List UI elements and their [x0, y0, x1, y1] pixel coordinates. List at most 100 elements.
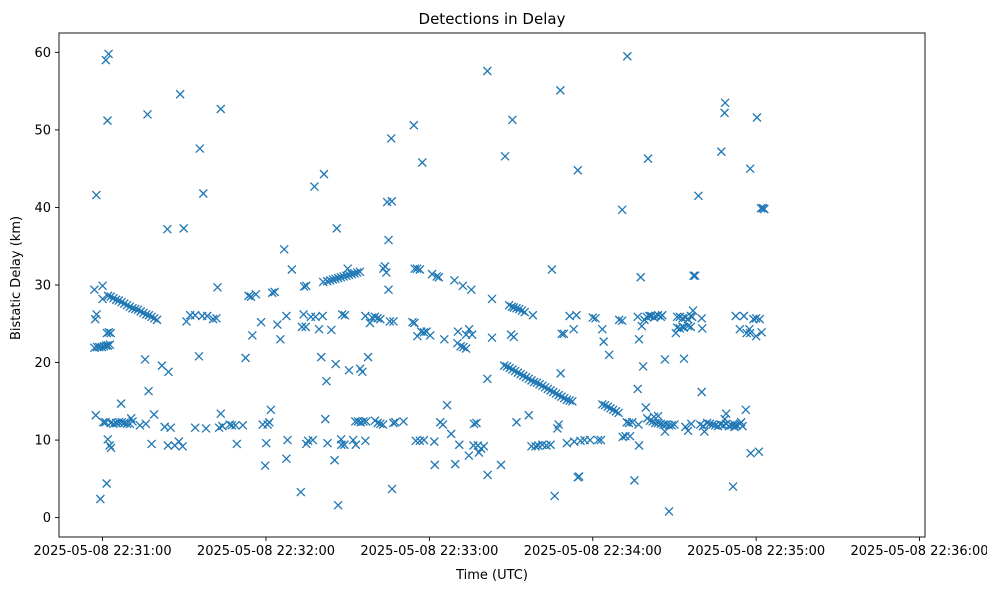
x-tick-label: 2025-05-08 22:34:00 [524, 544, 662, 559]
data-point [331, 359, 341, 369]
data-point [336, 272, 346, 282]
data-point [147, 312, 157, 322]
data-point [95, 494, 105, 504]
data-point [720, 98, 730, 108]
data-point [550, 491, 560, 501]
data-point [432, 272, 442, 281]
axes: 2025-05-08 22:31:00 2025-05-08 22:32:00 20… [34, 32, 987, 559]
data-point [634, 420, 643, 430]
data-point [272, 320, 282, 330]
data-point [629, 475, 639, 485]
data-point [690, 271, 700, 281]
data-point [513, 368, 523, 378]
data-point [143, 109, 152, 119]
data-point [321, 376, 331, 386]
data-point [653, 418, 663, 428]
data-point [469, 419, 479, 429]
data-point [617, 316, 627, 326]
data-point [365, 318, 375, 328]
data-point [679, 354, 689, 364]
data-point [487, 294, 497, 304]
data-point [745, 164, 755, 174]
data-point [591, 313, 600, 323]
data-point [472, 418, 481, 428]
data-point [339, 440, 349, 450]
data-point [267, 288, 277, 298]
data-point [101, 55, 111, 65]
data-point [555, 85, 565, 95]
data-point [116, 399, 126, 409]
data-point [543, 384, 553, 394]
data-point [466, 285, 476, 295]
data-point [597, 324, 607, 334]
data-point [412, 264, 422, 274]
data-point [348, 435, 358, 445]
data-point [755, 314, 765, 324]
data-point [128, 303, 137, 313]
data-point [190, 423, 200, 433]
data-point [111, 295, 121, 305]
data-point [266, 405, 276, 415]
data-point [409, 318, 419, 328]
data-point [384, 285, 393, 295]
data-point [507, 365, 517, 374]
data-point [320, 414, 330, 424]
x-tick-label: 2025-05-08 22:35:00 [687, 544, 825, 559]
data-point [429, 437, 439, 447]
data-point [373, 418, 383, 428]
data-point [720, 414, 730, 424]
data-point [614, 315, 624, 325]
data-point [599, 337, 609, 347]
data-point [600, 400, 610, 410]
chart-title: Detections in Delay [419, 10, 566, 28]
data-point [608, 405, 618, 415]
data-point [425, 330, 435, 340]
data-point [330, 274, 340, 284]
data-point [556, 368, 566, 378]
data-point [314, 324, 324, 334]
data-point [130, 304, 140, 314]
data-point [89, 285, 99, 295]
data-point [439, 334, 449, 344]
data-point [301, 281, 311, 291]
data-point [319, 169, 329, 179]
data-point [283, 435, 292, 445]
data-point [502, 361, 512, 371]
data-point [373, 313, 383, 323]
data-point [201, 423, 211, 433]
data-point [622, 51, 632, 61]
data-point [756, 203, 766, 213]
y-tick-label: 50 [34, 123, 51, 138]
data-point [227, 420, 237, 430]
data-point [251, 289, 261, 299]
data-point [149, 313, 159, 323]
data-point [399, 417, 408, 426]
data-point [91, 410, 101, 420]
data-point [636, 272, 646, 282]
data-point [179, 223, 189, 233]
data-point [634, 441, 644, 450]
data-point [117, 297, 127, 307]
data-point [454, 440, 464, 450]
data-point [347, 269, 357, 279]
data-point [175, 89, 185, 99]
data-point [260, 461, 270, 471]
data-point [461, 344, 471, 354]
data-point [527, 375, 536, 385]
data-point [299, 282, 309, 292]
data-point [419, 435, 429, 445]
data-point [483, 470, 493, 480]
data-point [360, 436, 370, 446]
data-point [716, 147, 726, 157]
data-point [518, 371, 528, 381]
data-point [687, 312, 697, 322]
data-point [683, 426, 693, 436]
x-axis-label: Time (UTC) [455, 568, 528, 583]
data-point [109, 293, 118, 303]
data-point [138, 308, 148, 318]
data-point [745, 328, 755, 338]
y-tick-label: 30 [34, 279, 51, 294]
data-point [326, 325, 336, 335]
data-point [309, 182, 319, 191]
data-point [281, 311, 291, 321]
